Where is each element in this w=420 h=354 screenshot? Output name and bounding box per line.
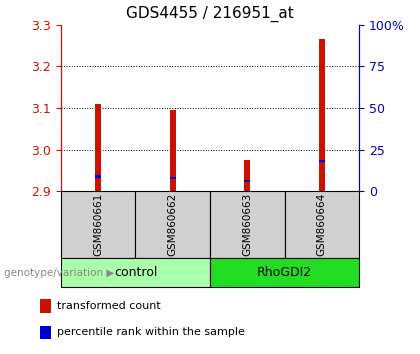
Text: GSM860663: GSM860663 <box>242 193 252 256</box>
Text: percentile rank within the sample: percentile rank within the sample <box>58 327 245 337</box>
Bar <box>95 175 101 178</box>
Bar <box>40 299 51 313</box>
Bar <box>61 191 135 258</box>
Bar <box>210 191 285 258</box>
Text: RhoGDI2: RhoGDI2 <box>257 266 312 279</box>
Bar <box>244 179 250 182</box>
Text: GSM860661: GSM860661 <box>93 193 103 256</box>
Bar <box>244 160 250 191</box>
Bar <box>135 191 210 258</box>
Bar <box>61 258 210 287</box>
Bar <box>95 104 101 191</box>
Text: transformed count: transformed count <box>58 301 161 311</box>
Bar <box>285 191 359 258</box>
Bar <box>210 258 359 287</box>
Title: GDS4455 / 216951_at: GDS4455 / 216951_at <box>126 6 294 22</box>
Text: control: control <box>114 266 157 279</box>
Bar <box>319 160 325 162</box>
Text: genotype/variation ▶: genotype/variation ▶ <box>4 268 115 278</box>
Bar <box>170 110 176 191</box>
Text: GSM860664: GSM860664 <box>317 193 327 256</box>
Bar <box>170 177 176 179</box>
Bar <box>319 39 325 191</box>
Bar <box>40 326 51 339</box>
Text: GSM860662: GSM860662 <box>168 193 178 256</box>
